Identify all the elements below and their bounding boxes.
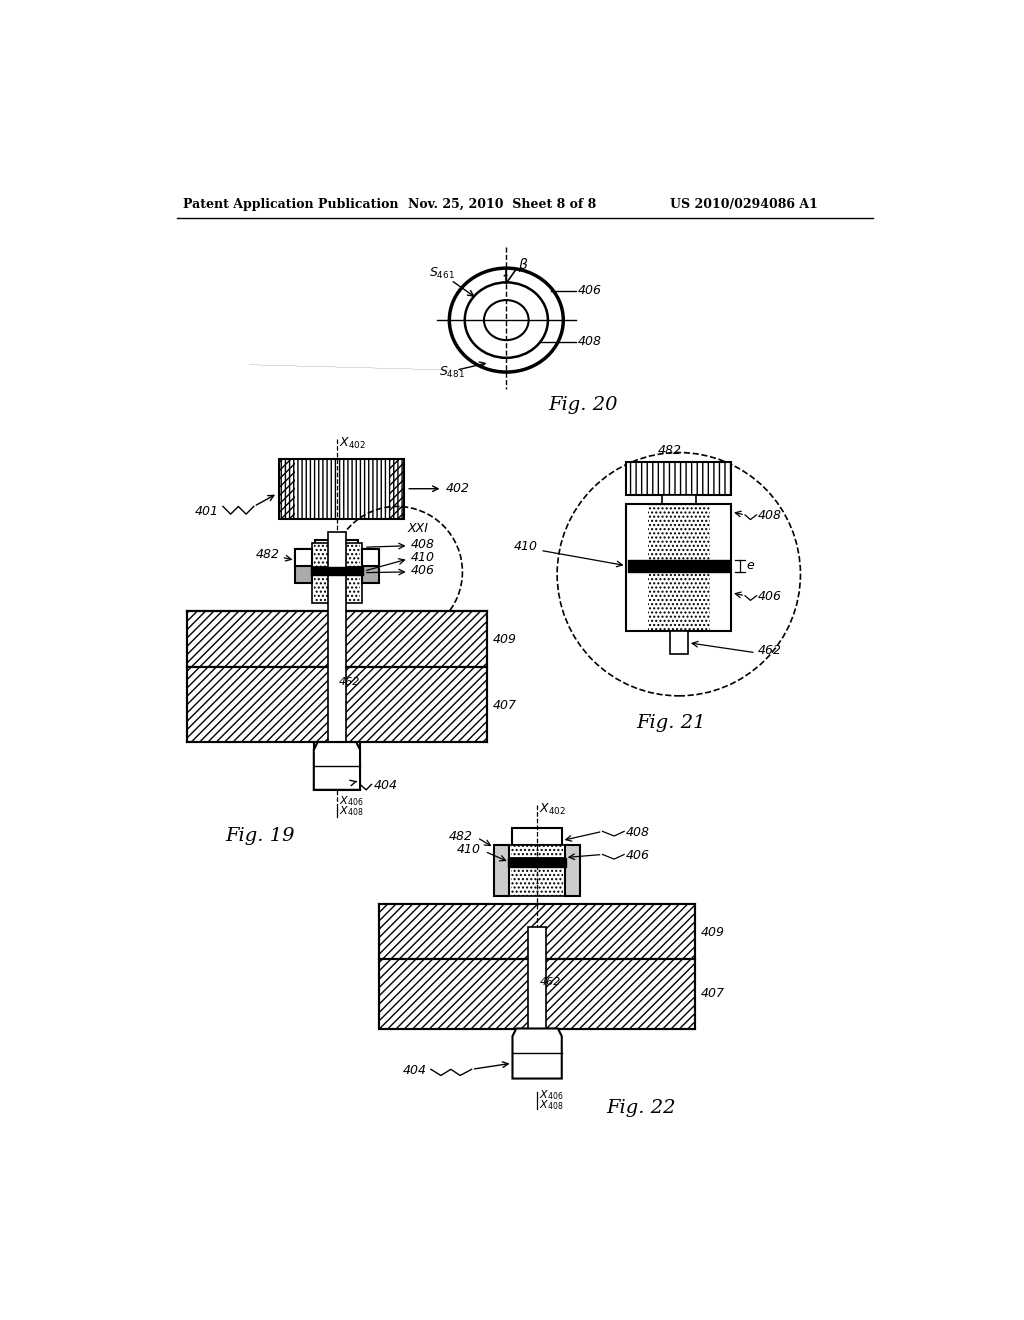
Text: Nov. 25, 2010  Sheet 8 of 8: Nov. 25, 2010 Sheet 8 of 8 [408,198,596,211]
Text: 410: 410 [457,843,480,857]
Bar [315,540,358,553]
Bar [627,462,731,495]
Text: 404: 404 [402,1064,426,1077]
Text: 482: 482 [449,829,472,842]
Bar [379,960,695,1028]
Text: 410: 410 [411,550,435,564]
Bar [313,576,360,603]
Bar [312,544,361,568]
Bar [186,611,487,667]
Text: Fig. 21: Fig. 21 [636,714,706,731]
Text: 462: 462 [758,644,782,657]
Bar [648,504,710,560]
Text: 482: 482 [256,548,281,561]
Text: 410: 410 [514,540,538,553]
Text: $X_{408}$: $X_{408}$ [339,804,364,818]
Text: Patent Application Publication: Patent Application Publication [183,198,398,211]
Text: 408: 408 [758,510,782,523]
Text: 401: 401 [195,504,218,517]
Text: 404: 404 [374,779,398,792]
Text: 409: 409 [701,925,725,939]
Bar [280,459,295,519]
Bar [511,867,563,896]
Text: e: e [746,560,755,573]
Text: $\beta$: $\beta$ [518,256,528,273]
Bar [280,459,403,519]
Bar [528,927,547,1074]
Polygon shape [512,1028,562,1078]
Text: 408: 408 [578,335,602,348]
Bar [379,904,695,960]
Text: 406: 406 [626,849,649,862]
Bar [186,667,487,742]
Text: Fig. 20: Fig. 20 [549,396,618,413]
Bar [379,904,695,960]
Text: 462: 462 [339,677,360,686]
Bar [328,532,346,759]
Bar [312,576,361,603]
Text: XXI: XXI [408,521,429,535]
Text: US 2010/0294086 A1: US 2010/0294086 A1 [670,198,817,211]
Polygon shape [313,742,360,789]
Bar [627,462,731,495]
Bar [565,845,581,896]
Text: 406: 406 [758,590,782,603]
Text: 402: 402 [446,482,470,495]
Bar [509,845,565,858]
Bar [313,742,360,789]
Text: Fig. 19: Fig. 19 [225,828,295,845]
Bar [186,667,487,742]
Text: 409: 409 [494,634,517,647]
Bar [361,549,379,582]
Bar [388,459,403,519]
Text: $X_{406}$: $X_{406}$ [339,795,364,808]
Bar [313,544,360,568]
Text: 408: 408 [411,539,435,552]
Bar [627,504,731,631]
Bar [361,549,379,566]
Text: 462: 462 [540,977,561,987]
Text: $X_{402}$: $X_{402}$ [339,436,366,451]
Bar [186,611,487,667]
Text: Fig. 22: Fig. 22 [606,1098,676,1117]
Text: 406: 406 [578,284,602,297]
Text: 482: 482 [657,444,682,457]
Text: 407: 407 [494,698,517,711]
Text: $X_{408}$: $X_{408}$ [540,1098,564,1113]
Bar [280,459,403,519]
Bar [509,867,565,896]
Text: 407: 407 [701,987,725,1001]
Text: 408: 408 [626,825,649,838]
Bar [379,960,695,1028]
Bar [511,845,563,858]
Bar [662,495,695,504]
Text: $S_{461}$: $S_{461}$ [429,267,455,281]
Bar [512,829,562,845]
Text: $X_{406}$: $X_{406}$ [540,1089,564,1102]
Bar [295,549,312,582]
Bar [648,572,710,631]
Text: 406: 406 [411,564,435,577]
Bar [295,549,312,566]
Text: $S_{481}$: $S_{481}$ [438,364,464,380]
Bar [494,845,509,896]
Text: $X_{402}$: $X_{402}$ [540,801,566,817]
Bar [670,631,688,655]
